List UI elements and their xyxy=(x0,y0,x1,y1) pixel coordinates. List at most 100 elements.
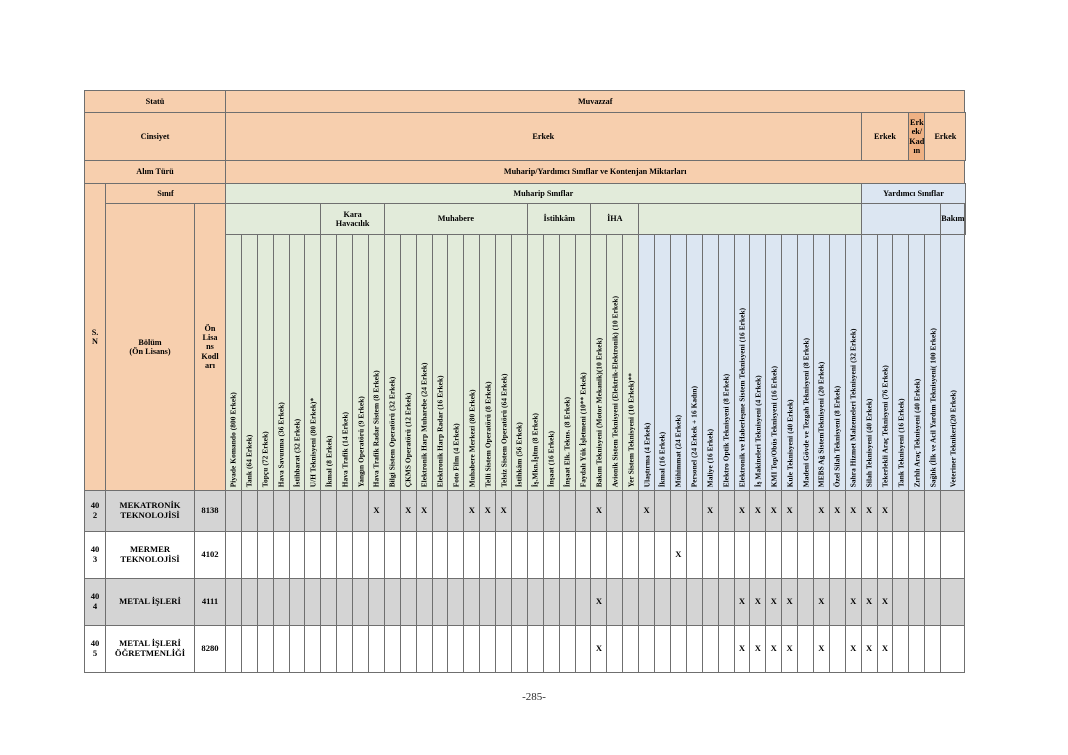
cell-empty-5 xyxy=(304,531,322,579)
cell-empty-29 xyxy=(685,531,703,579)
column-header-16: Telli Sistem Operatörü (8 Erkek) xyxy=(479,234,497,491)
column-header-label: Madeni Gövde ve Tezgah Teknisyeni (8 Erk… xyxy=(800,337,810,487)
cell-empty-15 xyxy=(463,625,481,673)
cell-empty-22 xyxy=(574,578,592,626)
band-cinsiyet-0: Erkek xyxy=(225,112,862,161)
column-header-label: Yangın Operatörü (9 Erkek) xyxy=(355,395,365,487)
table-row: 40 5 METAL İŞLERİ ÖĞRETMENLİĞİ 8280 X X X X X X X X… xyxy=(84,625,966,673)
cell-empty-42 xyxy=(892,578,910,626)
cell-empty-23 xyxy=(590,531,608,579)
cell-empty-1 xyxy=(240,531,258,579)
cell-empty-11 xyxy=(399,578,417,626)
column-header-label: Elektronik Harp Radar (16 Erkek) xyxy=(435,375,445,487)
cell-mark-23: X xyxy=(590,490,608,532)
column-header-label: Kule Teknisyeni (40 Erkek) xyxy=(784,399,794,487)
column-header-40: Silah Teknisyeni (40 Erkek) xyxy=(860,234,878,491)
cell-mark-39: X xyxy=(844,625,862,673)
column-header-23: Bakım Teknisyeni (Motor Mekanik)(10 Erke… xyxy=(590,234,608,491)
cell-empty-17 xyxy=(495,625,513,673)
cell-empty-5 xyxy=(304,625,322,673)
cell-empty-45 xyxy=(940,625,966,673)
column-header-0: Piyade Komando (800 Erkek) xyxy=(225,234,242,491)
cell-mark-34: X xyxy=(765,578,783,626)
column-header-15: Muhabere Merkezi (80 Erkek) xyxy=(463,234,481,491)
column-header-label: Telli Sistem Operatörü (8 Erkek) xyxy=(483,381,493,487)
cell-mark-35: X xyxy=(781,625,799,673)
cell-empty-5 xyxy=(304,490,322,532)
column-header-2: Topçu (72 Erkek) xyxy=(256,234,274,491)
cell-empty-27 xyxy=(654,490,671,532)
column-header-label: Hava Trafik (14 Erkek) xyxy=(340,411,350,487)
cell-empty-7 xyxy=(336,625,354,673)
cell-empty-17 xyxy=(495,578,513,626)
cell-empty-24 xyxy=(606,578,624,626)
cell-empty-4 xyxy=(288,490,306,532)
cell-mark-34: X xyxy=(765,490,783,532)
band-statu-muvazzaf: Muvazzaf xyxy=(224,90,966,113)
cell-empty-13 xyxy=(431,625,449,673)
cell-mark-17: X xyxy=(495,490,513,532)
column-header-3: Hava Savunma (36 Erkek) xyxy=(272,234,290,491)
cell-empty-0 xyxy=(225,625,242,673)
cell-empty-12 xyxy=(415,531,433,579)
cell-empty-30 xyxy=(701,531,719,579)
cell-empty-10 xyxy=(383,578,401,626)
cell-empty-36 xyxy=(797,531,814,579)
cell-empty-8 xyxy=(352,490,370,532)
cell-empty-11 xyxy=(399,531,417,579)
column-header-label: Zırhlı Araç Teknisyeni (40 Erkek) xyxy=(912,378,922,487)
cell-empty-27 xyxy=(654,531,671,579)
cell-empty-7 xyxy=(336,531,354,579)
cell-empty-9 xyxy=(368,578,385,626)
column-header-label: İnşaat Elk. Tekns. (8 Erkek) xyxy=(562,396,572,487)
cell-mark-23: X xyxy=(590,578,608,626)
column-header-label: Ulaştırma (4 Erkek) xyxy=(641,422,651,487)
cell-mark-37: X xyxy=(812,490,830,532)
column-header-20: İnşaat (16 Erkek) xyxy=(542,234,560,491)
cell-mark-33: X xyxy=(749,625,767,673)
column-header-label: Tekerlekli Araç Teknisyeni (76 Erkek) xyxy=(880,364,890,487)
column-header-8: Yangın Operatörü (9 Erkek) xyxy=(352,234,370,491)
cell-empty-14 xyxy=(447,490,465,532)
cell-empty-20 xyxy=(542,531,560,579)
cell-empty-38 xyxy=(828,531,846,579)
group-sub-0 xyxy=(224,203,322,235)
column-header-label: Yer Sistem Teknisyeni (10 Erkek)** xyxy=(626,372,636,487)
row-kod: 4102 xyxy=(194,531,226,579)
column-header-label: Bakım Teknisyeni (Motor Mekanik)(10 Erke… xyxy=(594,337,604,487)
cell-empty-42 xyxy=(892,490,910,532)
cell-empty-2 xyxy=(256,490,274,532)
column-header-6: İkmal (8 Erkek) xyxy=(320,234,338,491)
cell-empty-18 xyxy=(511,625,528,673)
column-header-label: U/H Teknisyeni (80 Erkek)* xyxy=(308,397,318,487)
cell-empty-3 xyxy=(272,490,290,532)
column-header-37: MEBS Ağ SistemTeknisyeni (20 Erkek) xyxy=(812,234,830,491)
cell-empty-36 xyxy=(797,625,814,673)
cell-empty-37 xyxy=(812,531,830,579)
cell-mark-40: X xyxy=(860,490,878,532)
cell-empty-18 xyxy=(511,531,528,579)
cell-empty-19 xyxy=(526,625,544,673)
column-header-31: Elektro Optik Teknisyeni (8 Erkek) xyxy=(717,234,735,491)
column-header-label: İstihkâm (56 Erkek) xyxy=(514,421,524,487)
cell-empty-16 xyxy=(479,578,497,626)
cell-empty-0 xyxy=(225,531,242,579)
column-header-label: Muhabere Merkezi (80 Erkek) xyxy=(467,388,477,487)
table-row: 40 4 METAL İŞLERİ 4111 X X X X X X X X X xyxy=(84,578,966,626)
header-label-cinsiyet: Cinsiyet xyxy=(84,112,226,161)
cell-empty-26 xyxy=(638,625,656,673)
cell-empty-38 xyxy=(828,625,846,673)
cell-mark-32: X xyxy=(733,625,751,673)
quota-matrix-table: Statü Muvazzaf Cinsiyet Erkek Erkek Erk ek/Kad… xyxy=(84,90,967,673)
column-header-21: İnşaat Elk. Tekns. (8 Erkek) xyxy=(558,234,576,491)
cell-empty-24 xyxy=(606,490,624,532)
cell-empty-4 xyxy=(288,625,306,673)
cell-empty-35 xyxy=(781,531,799,579)
cell-empty-43 xyxy=(908,531,926,579)
column-header-label: Özel Silah Teknisyeni (8 Erkek) xyxy=(832,385,842,487)
band-cinsiyet-2: Erk ek/Kad ın xyxy=(908,112,926,161)
cell-empty-30 xyxy=(701,578,719,626)
cell-empty-41 xyxy=(876,531,894,579)
group-sub-6 xyxy=(860,203,942,235)
